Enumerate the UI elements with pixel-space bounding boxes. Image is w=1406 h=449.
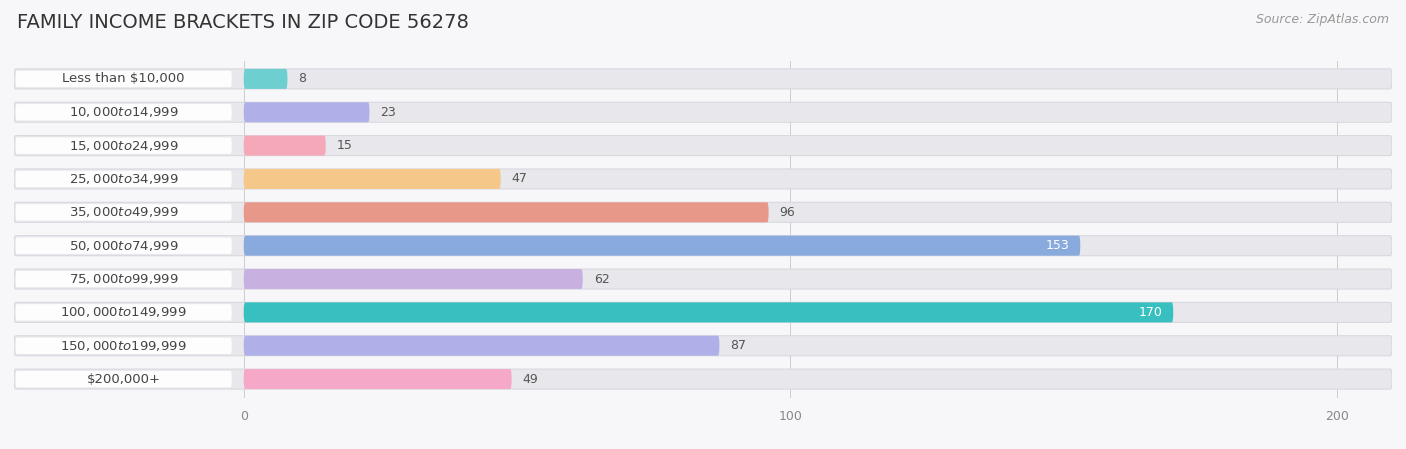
Text: $10,000 to $14,999: $10,000 to $14,999 bbox=[69, 105, 179, 119]
Text: 15: 15 bbox=[336, 139, 353, 152]
FancyBboxPatch shape bbox=[243, 169, 501, 189]
FancyBboxPatch shape bbox=[14, 69, 1392, 89]
Text: $200,000+: $200,000+ bbox=[87, 373, 160, 386]
Text: $35,000 to $49,999: $35,000 to $49,999 bbox=[69, 205, 179, 219]
FancyBboxPatch shape bbox=[14, 136, 1392, 156]
Text: 47: 47 bbox=[512, 172, 527, 185]
FancyBboxPatch shape bbox=[15, 104, 232, 120]
Text: FAMILY INCOME BRACKETS IN ZIP CODE 56278: FAMILY INCOME BRACKETS IN ZIP CODE 56278 bbox=[17, 13, 468, 32]
Text: $50,000 to $74,999: $50,000 to $74,999 bbox=[69, 239, 179, 253]
Text: 8: 8 bbox=[298, 72, 307, 85]
Text: 96: 96 bbox=[779, 206, 796, 219]
Text: $150,000 to $199,999: $150,000 to $199,999 bbox=[60, 339, 187, 353]
Text: 23: 23 bbox=[381, 106, 396, 119]
FancyBboxPatch shape bbox=[14, 269, 1392, 289]
FancyBboxPatch shape bbox=[15, 338, 232, 354]
Text: $100,000 to $149,999: $100,000 to $149,999 bbox=[60, 305, 187, 319]
Text: Less than $10,000: Less than $10,000 bbox=[62, 72, 186, 85]
FancyBboxPatch shape bbox=[15, 304, 232, 321]
Text: 170: 170 bbox=[1139, 306, 1163, 319]
FancyBboxPatch shape bbox=[15, 204, 232, 220]
Text: 49: 49 bbox=[523, 373, 538, 386]
FancyBboxPatch shape bbox=[15, 70, 232, 87]
FancyBboxPatch shape bbox=[14, 369, 1392, 389]
FancyBboxPatch shape bbox=[243, 236, 1080, 255]
FancyBboxPatch shape bbox=[15, 271, 232, 287]
FancyBboxPatch shape bbox=[14, 336, 1392, 356]
FancyBboxPatch shape bbox=[15, 371, 232, 387]
FancyBboxPatch shape bbox=[14, 102, 1392, 122]
FancyBboxPatch shape bbox=[14, 302, 1392, 322]
FancyBboxPatch shape bbox=[14, 169, 1392, 189]
FancyBboxPatch shape bbox=[243, 369, 512, 389]
FancyBboxPatch shape bbox=[14, 236, 1392, 255]
Text: Source: ZipAtlas.com: Source: ZipAtlas.com bbox=[1256, 13, 1389, 26]
FancyBboxPatch shape bbox=[14, 202, 1392, 222]
Text: 87: 87 bbox=[730, 339, 747, 352]
Text: $15,000 to $24,999: $15,000 to $24,999 bbox=[69, 139, 179, 153]
FancyBboxPatch shape bbox=[243, 336, 720, 356]
Text: 153: 153 bbox=[1046, 239, 1070, 252]
FancyBboxPatch shape bbox=[243, 202, 769, 222]
FancyBboxPatch shape bbox=[15, 171, 232, 187]
FancyBboxPatch shape bbox=[15, 137, 232, 154]
Text: $25,000 to $34,999: $25,000 to $34,999 bbox=[69, 172, 179, 186]
Text: 62: 62 bbox=[593, 273, 609, 286]
FancyBboxPatch shape bbox=[243, 102, 370, 122]
FancyBboxPatch shape bbox=[243, 69, 287, 89]
FancyBboxPatch shape bbox=[243, 302, 1173, 322]
FancyBboxPatch shape bbox=[243, 269, 582, 289]
FancyBboxPatch shape bbox=[15, 238, 232, 254]
FancyBboxPatch shape bbox=[243, 136, 326, 156]
Text: $75,000 to $99,999: $75,000 to $99,999 bbox=[69, 272, 179, 286]
